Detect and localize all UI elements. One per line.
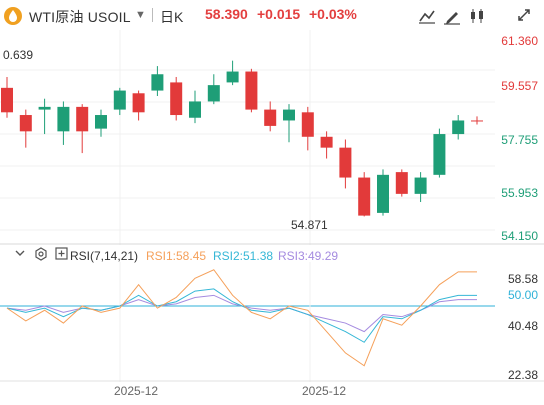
candle-body [19,115,32,132]
candle [132,90,145,121]
line-chart-icon[interactable] [416,6,438,26]
candle [358,172,371,217]
candle [226,60,239,86]
rsi1-value: RSI1:58.45 [146,249,207,263]
rsi-indicator-name[interactable]: RSI(7,14,21) [70,249,139,263]
rsi-axis-label: 58.58 [507,272,538,286]
candle [38,98,51,135]
rsi1-line [6,269,477,367]
candle-body [170,82,183,116]
candle [339,139,352,189]
candle-body [207,85,220,102]
candle-body [226,71,239,83]
candle-body [471,120,483,122]
price-change: +0.015 [257,6,301,22]
draw-pen-icon[interactable] [441,6,463,26]
candle [452,115,465,140]
rsi-level-label: 50.00 [507,288,538,302]
candles-icon[interactable] [466,6,488,26]
settings-icon[interactable] [34,247,48,264]
candle [19,109,32,148]
candle [377,169,389,216]
candle-body [1,87,13,113]
candle-body [57,106,70,132]
price-axis-label: 55.953 [501,186,538,200]
candle-body [339,147,352,178]
candle [151,66,164,96]
interval-selector[interactable]: 日K [160,9,184,25]
candle-body [264,109,277,126]
indicator-toggle-icon[interactable] [55,247,68,263]
candle-body [452,120,465,135]
candle-body [95,115,107,129]
candle [57,101,70,145]
rsi-legend: RSI(7,14,21) RSI1:58.45 RSI2:51.38 RSI3:… [0,246,380,266]
candle [471,116,483,125]
candle-body [245,71,258,110]
candle-body [189,101,201,118]
price-axis-label: 54.150 [501,229,538,243]
candle [414,172,427,203]
candle-body [358,177,371,216]
candle-body [414,177,427,194]
candle-body [38,106,51,110]
candle [395,169,408,197]
collapse-icon[interactable] [14,247,26,262]
candle [207,74,220,105]
oil-logo-icon [3,6,23,26]
candle [189,90,201,124]
candle [95,109,107,137]
rsi2-value: RSI2:51.38 [213,249,274,263]
candle [170,76,183,121]
candle [283,104,295,143]
price-axis-label: 59.557 [501,79,538,93]
candle [301,106,314,151]
candle [113,87,126,116]
low-price-label: 54.871 [291,218,328,232]
time-axis-label: 2025-12 [302,384,347,398]
price-axis-label: 61.360 [501,34,538,48]
symbol-name[interactable]: WTI原油 USOIL [29,9,131,25]
candle [245,68,258,113]
candle [320,131,333,159]
candle-body [76,106,89,132]
candle [1,76,13,118]
time-axis-label: 2025-12 [114,384,159,398]
candlestick-chart[interactable] [0,30,544,245]
rsi-axis-label: 40.48 [507,319,538,333]
candle-body [395,172,408,194]
chevron-down-icon[interactable]: ▼ [135,9,146,21]
rsi3-value: RSI3:49.29 [278,249,339,263]
last-price: 58.390 [205,6,248,22]
fullscreen-icon[interactable] [514,6,536,26]
rsi-axis-label: 22.38 [507,368,538,382]
candle-body [377,174,389,213]
candle-body [151,74,164,91]
candle-body [113,90,126,110]
chart-header: WTI原油 USOIL ▼ 日K 58.390 +0.015 +0.03% [0,0,544,30]
high-price-label: 0.639 [3,48,34,62]
candle [264,101,277,132]
candle-body [132,93,145,113]
candle [76,104,89,154]
candle [433,128,446,178]
rsi3-line [6,294,477,333]
divider [152,8,153,22]
candle-body [301,112,314,137]
candle-body [433,134,446,175]
candle-body [320,136,333,148]
rsi-chart[interactable] [0,262,544,382]
price-change-percent: +0.03% [309,6,357,22]
rsi2-line [6,288,477,343]
price-axis-label: 57.755 [501,133,538,147]
candle-body [283,109,295,121]
